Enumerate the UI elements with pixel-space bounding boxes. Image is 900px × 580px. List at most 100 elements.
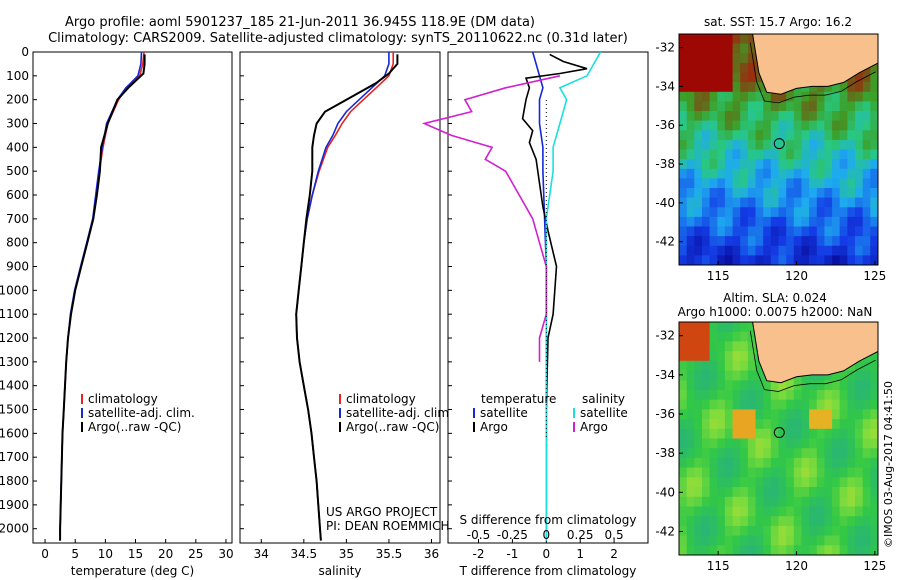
sla-map-cell [724, 525, 734, 537]
sla-map-cell [870, 351, 878, 362]
sst-map-cell [686, 178, 695, 189]
sla-map-cell [755, 545, 764, 555]
sla-map-cell [832, 409, 841, 420]
sla-map-cell [770, 516, 780, 527]
sla-map-cell [679, 331, 688, 342]
sla-map-cell [679, 545, 688, 555]
sst-map-cell [747, 139, 757, 151]
sst-map-cell [694, 168, 703, 179]
sla-map-cell [755, 370, 764, 381]
sla-map-cell [816, 448, 826, 459]
sst-map-cell [870, 139, 878, 151]
sla-map-cell [709, 448, 718, 459]
sla-map-cell [732, 477, 741, 488]
sst-map-cell [832, 101, 841, 112]
sla-map-cell [709, 535, 718, 546]
sla-map-cell [740, 506, 749, 517]
sst-map-cell [786, 207, 795, 218]
sst-map-cell [686, 226, 695, 237]
sst-map-cell [862, 207, 871, 218]
sla-map-cell [717, 341, 726, 352]
sst-map-cell [793, 101, 803, 112]
sst-map-cell [786, 168, 795, 179]
sst-map-cell [870, 236, 878, 247]
sst-map-cell [755, 130, 764, 141]
sla-map-cell [832, 535, 841, 546]
sla-map-cell [839, 370, 848, 381]
sst-map-cell [870, 120, 878, 131]
sst-map-cell [755, 91, 764, 102]
sla-map-cell [786, 516, 795, 527]
sst-map-cell [832, 111, 841, 122]
sst-map-cell [809, 149, 818, 160]
sst-map-cell [679, 255, 688, 265]
sst-map-cell [839, 139, 848, 151]
sst-map-cell [694, 91, 703, 102]
sst-map-cell [709, 159, 718, 170]
sst-map-cell [839, 207, 848, 218]
sst-map-cell [679, 43, 688, 54]
sla-map-cell [862, 457, 871, 469]
sst-map-cell [724, 207, 734, 218]
sst-map-cell [717, 72, 726, 83]
sst-map-cell [793, 197, 803, 208]
sst-map-cell [732, 255, 741, 265]
sst-map-cell [717, 53, 726, 64]
sst-map-cell [862, 245, 871, 256]
sst-map-cell [870, 82, 878, 93]
temperature-series-2 [59, 54, 146, 541]
sla-map-cell [862, 428, 871, 440]
sst-map-cell [824, 91, 833, 102]
sla-map-cell [717, 545, 726, 555]
sla-map-cell [824, 477, 833, 488]
sst-map-cell [747, 72, 757, 83]
sst-map-cell [786, 101, 795, 112]
sst-map-cell [747, 62, 757, 74]
sla-map-cell [855, 380, 864, 391]
sla-map-cell [763, 487, 772, 498]
sst-map-cell [778, 101, 787, 112]
sla-map-cell [786, 380, 795, 391]
sst-map-cell [778, 120, 787, 131]
sst-map-cell [862, 130, 871, 141]
sla-map-xtick-label: 125 [863, 559, 886, 573]
sst-map-cell [709, 168, 718, 179]
sla-map-cell [778, 428, 787, 440]
header-line-2: Climatology: CARS2009. Satellite-adjuste… [48, 31, 628, 46]
sst-map-cell [870, 178, 878, 189]
sla-map-cell [694, 390, 703, 401]
temperature-ytick-label: 0 [21, 45, 29, 59]
sla-map-cell [686, 535, 695, 546]
sst-map-cell [679, 245, 688, 256]
sla-map-cell [717, 419, 726, 430]
sst-map-cell [702, 43, 711, 54]
sla-map-cell [793, 516, 803, 527]
sla-map-cell [862, 438, 871, 449]
sst-map-cell [770, 168, 780, 179]
sla-map-cell [732, 496, 741, 508]
sla-map-cell [870, 448, 878, 459]
sst-map-cell [763, 245, 772, 256]
sla-map-cell [847, 457, 856, 469]
sst-map-cell [679, 62, 688, 74]
sst-map-cell [747, 207, 757, 218]
sla-map-cell [778, 409, 787, 420]
sst-map-cell [847, 216, 856, 228]
sst-map-cell [702, 82, 711, 93]
sst-map-cell [801, 101, 810, 112]
sla-map-cell [679, 409, 688, 420]
sst-map-cell [839, 130, 848, 141]
sla-map-cell [862, 467, 871, 478]
sla-map-cell [855, 477, 864, 488]
sst-map-cell [770, 207, 780, 218]
sst-map-cell [862, 72, 871, 83]
sst-map-cell [740, 188, 749, 199]
sst-map-cell [747, 34, 757, 45]
sla-map-cell [732, 399, 741, 410]
sst-map-cell [824, 178, 833, 189]
sla-map-cell [732, 428, 741, 440]
sla-map-cell [770, 525, 780, 537]
sst-map-cell [839, 245, 848, 256]
sla-map-cell [793, 438, 803, 449]
